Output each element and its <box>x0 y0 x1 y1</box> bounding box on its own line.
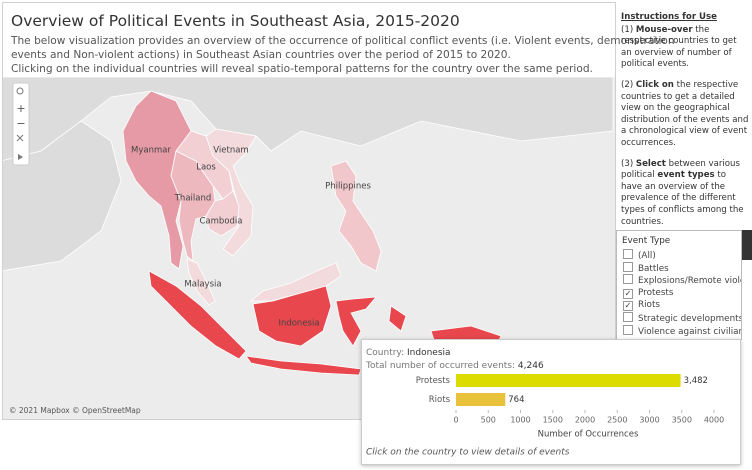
x-axis-title: Number of Occurrences <box>538 430 639 440</box>
x-tick-label: 3000 <box>639 416 659 425</box>
land <box>3 77 614 376</box>
total-line: Total number of occurred events: 4,246 <box>365 361 544 371</box>
category-label: Protests <box>416 376 451 386</box>
option-label: Explosions/Remote viole... <box>638 276 741 287</box>
checkbox[interactable] <box>623 261 633 272</box>
country-name: Indonesia <box>407 348 451 358</box>
zoom-toolbar <box>12 82 30 166</box>
total-label: Total number of occurred events: <box>365 361 515 371</box>
instruction-text: (3) <box>621 158 636 169</box>
zoom-out[interactable]: − <box>16 117 25 130</box>
map-attribution: © 2021 Mapbox © OpenStreetMap <box>9 406 141 415</box>
filter-toolbar[interactable] <box>742 230 752 260</box>
filter-option[interactable]: Violence against civilians <box>623 324 741 338</box>
checkbox[interactable] <box>623 311 633 322</box>
instruction-text: (2) <box>621 79 636 90</box>
option-label: Violence against civilians <box>638 326 741 337</box>
filter-title: Event Type <box>622 236 671 246</box>
x-tick-label: 1500 <box>543 416 563 425</box>
x-tick-label: 2000 <box>575 416 595 425</box>
instruction-emphasis: Select <box>635 158 666 169</box>
checkbox[interactable] <box>623 324 633 335</box>
option-label: Riots <box>638 300 660 311</box>
instructions-title: Instructions for Use <box>621 12 717 22</box>
map-labels: Myanmar Vietnam Laos Thailand Cambodia Philip… <box>131 146 371 329</box>
instruction-item: (2) Click on the respective countries to… <box>621 80 749 150</box>
country-label: Philippines <box>325 182 371 192</box>
description: The below visualization provides an over… <box>11 34 675 76</box>
bar <box>456 393 506 406</box>
filter-option[interactable]: Battles <box>623 261 741 275</box>
country-label: Malaysia <box>184 280 221 290</box>
option-label: (All) <box>638 251 656 261</box>
country-label-text: Country: <box>366 348 404 358</box>
map-controls: + − <box>12 82 30 166</box>
country-label: Myanmar <box>131 146 171 156</box>
x-tick-label: 2500 <box>607 416 627 425</box>
dashboard: + − Myanmar Vietnam Laos Thailand Cambodia Ph… <box>2 2 675 420</box>
description-line: Clicking on the individual countries wil… <box>11 63 593 75</box>
country-line: Country: Indonesia <box>366 348 451 358</box>
country-label: Laos <box>196 163 216 173</box>
instruction-text: the respective countries to get a detail… <box>621 79 749 148</box>
dashboard-title: Overview of Political Events in Southeas… <box>11 12 460 30</box>
filter-option[interactable]: ✓ Protests <box>623 287 741 300</box>
checkbox[interactable]: ✓ <box>623 288 633 299</box>
instruction-emphasis: Mouse-over <box>635 24 693 35</box>
option-label: Strategic developments <box>638 313 741 324</box>
option-label: Battles <box>638 263 669 274</box>
country-label: Thailand <box>174 194 212 204</box>
x-tick-label: 0 <box>453 416 458 425</box>
x-tick-label: 4000 <box>704 416 724 425</box>
bar-value-label: 3,482 <box>684 376 708 386</box>
description-line: events and Non-violent actions) in South… <box>11 49 511 61</box>
expand-button[interactable] <box>18 154 23 160</box>
map[interactable]: + − Myanmar Vietnam Laos Thailand Cambodia Ph… <box>3 77 615 419</box>
option-label: Protests <box>638 287 674 298</box>
instruction-item: (3) Select between various political eve… <box>621 159 749 229</box>
instruction-text: between various political <box>621 158 740 181</box>
checkbox[interactable] <box>623 249 633 259</box>
filter-option[interactable]: (All) <box>623 249 741 262</box>
x-tick-label: 500 <box>481 416 496 425</box>
bar <box>456 374 681 387</box>
filter-option[interactable]: Strategic developments <box>623 311 741 325</box>
instruction-emphasis: event types <box>657 170 715 181</box>
country-label: Indonesia <box>278 319 319 329</box>
bar-value-label: 764 <box>508 395 524 405</box>
instruction-item: (1) Mouse-over the respective countries … <box>621 25 749 71</box>
checkbox[interactable]: ✓ <box>623 301 633 312</box>
zoom-in[interactable]: + <box>16 102 25 115</box>
search-button[interactable] <box>16 87 24 95</box>
instruction-text: (1) <box>621 24 636 35</box>
tooltip-footer: Click on the country to view details of … <box>366 448 570 458</box>
country-label: Vietnam <box>213 146 248 156</box>
instruction-text: to have an overview of the prevalence of… <box>621 170 744 227</box>
x-tick-label: 3500 <box>672 416 692 425</box>
x-tick-label: 1000 <box>510 416 530 425</box>
pin-button[interactable] <box>16 134 24 142</box>
country-label: Cambodia <box>200 217 243 227</box>
filter-option[interactable]: ✓ Riots <box>623 299 741 312</box>
total-value: 4,246 <box>518 361 544 371</box>
instructions: Instructions for Use (1) Mouse-over the … <box>621 12 749 237</box>
tooltip <box>361 339 741 465</box>
category-label: Riots <box>429 395 451 405</box>
instruction-emphasis: Click on <box>635 79 674 90</box>
event-type-filter: Event Type (All) Battles Explosions/Remote… <box>616 230 742 340</box>
instruction-text: the respective countries to get an overv… <box>621 24 737 70</box>
description-line: The below visualization provides an over… <box>11 35 675 47</box>
checkbox[interactable] <box>623 274 633 285</box>
filter-option[interactable]: Explosions/Remote viole... <box>623 274 741 287</box>
